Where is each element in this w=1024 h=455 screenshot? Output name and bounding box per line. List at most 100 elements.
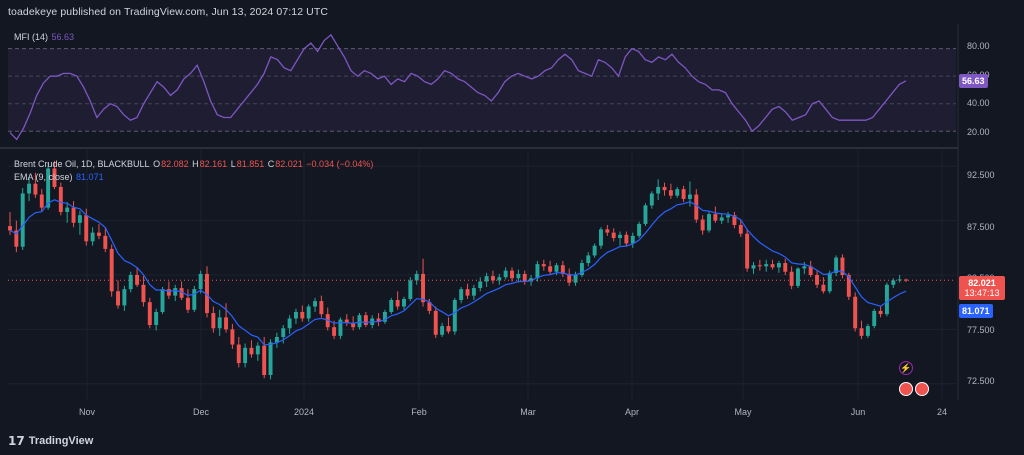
candle-body	[77, 215, 82, 223]
bar-countdown: 13:47:13	[964, 288, 1000, 298]
candle-body	[713, 214, 718, 221]
ohlc-low: 81.851	[236, 159, 265, 169]
candle-body	[719, 217, 724, 221]
candle-body	[567, 273, 572, 283]
ema-legend-name: EMA (9, close)	[14, 172, 73, 182]
candle-body	[687, 194, 692, 199]
candle-body	[872, 310, 877, 327]
candle-body	[643, 205, 648, 224]
price-tick-87500: 87.500	[967, 222, 995, 232]
ohlc-change: −0.034 (−0.04%)	[306, 159, 374, 169]
ohlc-low-label: L	[230, 159, 236, 169]
candle-body	[776, 263, 781, 268]
mfi-legend-name: MFI (14)	[14, 32, 49, 42]
ohlc-open-label: O	[153, 159, 161, 169]
candle-body	[783, 263, 788, 272]
candle-body	[853, 296, 858, 329]
xaxis-label-nov: Nov	[78, 407, 96, 417]
candle-body	[726, 215, 731, 218]
candle-body	[154, 311, 159, 325]
candle-body	[751, 265, 756, 269]
candle-body	[338, 319, 343, 336]
lightning-icon[interactable]: ⚡	[899, 361, 913, 375]
candle-body	[637, 223, 642, 236]
candle-body	[58, 186, 63, 212]
candle-body	[287, 318, 292, 329]
candle-body	[268, 342, 273, 375]
candle-body	[389, 300, 394, 312]
candle-body	[846, 275, 851, 297]
candle-body	[351, 322, 356, 328]
candle-body	[662, 186, 667, 191]
xaxis-label-dec: Dec	[192, 407, 210, 417]
candle-body	[313, 301, 317, 307]
candle-body	[332, 327, 337, 336]
candle-body	[116, 291, 120, 306]
candle-body	[681, 189, 686, 199]
symbol-title: Brent Crude Oil, 1D, BLACKBULL	[14, 159, 150, 169]
ema-legend: EMA (9, close) 81.071	[14, 172, 105, 182]
candle-body	[33, 183, 38, 195]
candle-body	[827, 272, 832, 292]
candle-body	[427, 302, 432, 311]
mfi-legend-value: 56.63	[51, 32, 75, 42]
candle-body	[802, 266, 807, 269]
candle-body	[618, 234, 623, 239]
candle-body	[821, 284, 826, 292]
price-tick-77500: 77.500	[967, 325, 995, 335]
tradingview-logo[interactable]: 17 TradingView	[8, 434, 93, 448]
xaxis-label-feb: Feb	[411, 407, 427, 417]
ohlc-close: 82.021	[275, 159, 303, 169]
candle-body	[522, 273, 527, 282]
candle-body	[471, 288, 476, 296]
candle-body	[490, 276, 495, 281]
candle-body	[757, 265, 762, 267]
publish-info: toadekeye published on TradingView.com, …	[8, 6, 329, 18]
candle-body	[192, 289, 197, 310]
ema-legend-value: 81.071	[76, 172, 104, 182]
xaxis-label-24: 24	[936, 407, 948, 417]
us-flag-event-icon[interactable]	[899, 382, 913, 396]
candle-body	[20, 193, 25, 247]
candle-body	[185, 297, 190, 310]
candle-body	[274, 336, 279, 343]
xaxis-label-may: May	[734, 407, 752, 417]
chart-canvas[interactable]	[0, 0, 1024, 425]
candle-body	[300, 311, 305, 319]
mfi-value-tag: 56.63	[959, 74, 988, 88]
candle-body	[65, 207, 70, 212]
candle-body	[173, 288, 178, 296]
candle-body	[592, 245, 597, 256]
candle-body	[281, 328, 286, 337]
candle-body	[497, 277, 502, 281]
candle-body	[236, 344, 241, 364]
candle-body	[808, 266, 813, 275]
candle-body	[128, 275, 133, 290]
candle-body	[656, 186, 661, 194]
candle-body	[414, 273, 419, 281]
candle-body	[611, 232, 616, 239]
footer: 17 TradingView	[0, 425, 1024, 455]
last-price-tag: 82.021 13:47:13	[959, 276, 1005, 300]
candle-body	[141, 284, 146, 303]
candle-body	[484, 276, 489, 282]
candle-body	[408, 280, 413, 299]
candle-body	[815, 275, 820, 285]
ohlc-close-label: C	[267, 159, 275, 169]
candle-body	[884, 284, 889, 315]
candle-body	[122, 289, 127, 306]
candle-body	[357, 315, 362, 328]
candle-body	[147, 302, 152, 325]
candle-body	[745, 233, 750, 269]
candle-body	[738, 225, 743, 234]
candle-body	[27, 183, 32, 194]
ohlc-open: 82.082	[161, 159, 189, 169]
us-flag-event-icon-2[interactable]	[915, 382, 929, 396]
candle-body	[624, 234, 629, 244]
candle-body	[554, 265, 559, 272]
candle-body	[71, 207, 76, 223]
ohlc-high-label: H	[192, 159, 199, 169]
candle-body	[586, 255, 591, 264]
candle-body	[675, 189, 680, 196]
candle-body	[166, 289, 171, 296]
